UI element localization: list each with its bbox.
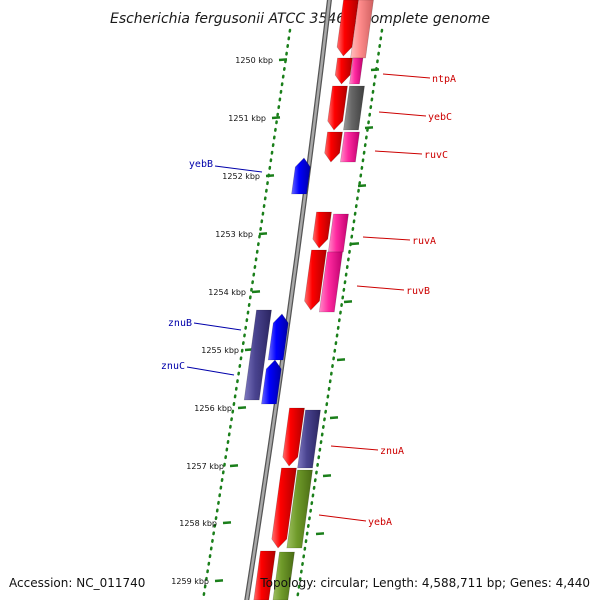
- gene-leader-line: [378, 111, 427, 117]
- cds-feature-reverse: [291, 157, 311, 195]
- cds-feature: [253, 550, 276, 600]
- category-feature: [272, 551, 295, 600]
- kbp-tick-label: 1256 kbp: [194, 404, 232, 413]
- gene-leader-line: [382, 73, 431, 79]
- kbp-tick: [229, 464, 239, 468]
- category-feature: [327, 213, 349, 253]
- map-title: Escherichia fergusonii ATCC 35469, compl…: [110, 11, 490, 27]
- kbp-tick-label: 1250 kbp: [235, 56, 273, 65]
- cds-feature: [312, 211, 332, 249]
- category-feature: [350, 0, 374, 59]
- gene-leader-line: [374, 150, 423, 155]
- backbone-line: [245, 0, 331, 600]
- cds-feature: [327, 85, 348, 131]
- cds-feature: [334, 57, 353, 85]
- topology-text: Topology: circular; Length: 4,588,711 bp…: [259, 576, 590, 590]
- outer-ring-tick: [357, 184, 367, 188]
- outer-ring-tick: [315, 532, 325, 536]
- gene-leader-line: [362, 236, 411, 241]
- kbp-tick-label: 1252 kbp: [222, 172, 260, 181]
- kbp-tick-label: 1259 kbp: [171, 577, 209, 586]
- gene-label-ruva: ruvA: [412, 236, 436, 247]
- outer-ring-tick: [350, 242, 360, 246]
- gene-label-znua: znuA: [380, 446, 404, 457]
- kbp-tick: [278, 58, 288, 62]
- kbp-tick: [258, 232, 268, 236]
- accession-text: Accession: NC_011740: [9, 576, 145, 590]
- cds-feature: [304, 249, 327, 311]
- gene-label-yeba: yebA: [368, 517, 392, 528]
- gene-leader-line: [214, 165, 263, 173]
- cds-feature: [282, 407, 305, 467]
- gene-label-znuc: znuC: [161, 361, 185, 372]
- cds-feature: [271, 467, 297, 549]
- kbp-tick: [237, 406, 247, 410]
- gene-label-ntpa: ntpA: [432, 74, 456, 85]
- kbp-tick: [214, 579, 224, 583]
- category-feature: [349, 57, 364, 85]
- gene-label-znub: znuB: [168, 318, 192, 329]
- gene-leader-line: [318, 514, 367, 522]
- category-feature: [318, 251, 343, 313]
- cds-feature-reverse: [261, 359, 282, 405]
- cds-feature-reverse: [267, 313, 289, 361]
- category-feature: [343, 85, 365, 131]
- outer-ring-tick: [329, 416, 339, 420]
- gene-label-yebc: yebC: [428, 112, 452, 123]
- gene-label-yebb: yebB: [189, 159, 213, 170]
- category-feature: [286, 469, 313, 549]
- kbp-tick: [222, 521, 232, 525]
- outer-ring-tick: [364, 126, 374, 130]
- genome-backbone: [244, 0, 332, 600]
- outer-ring-tick: [370, 68, 380, 72]
- category-feature: [340, 131, 360, 163]
- gene-leader-line: [330, 445, 379, 451]
- kbp-ruler: 1250 kbp 1251 kbp 1252 kbp 1253 kbp 1254 kbp…: [171, 28, 384, 600]
- gene-leader-line: [186, 366, 235, 376]
- kbp-tick-label: 1258 kbp: [179, 519, 217, 528]
- outer-ring-tick: [322, 474, 332, 478]
- gene-leader-line: [356, 285, 405, 291]
- gene-features: [243, 0, 374, 600]
- gene-labels: ntpA yebC ruvC yebB ruvA ruvB znuB znuC znuA yebA: [161, 73, 456, 528]
- kbp-tick: [265, 174, 275, 178]
- kbp-tick: [271, 116, 281, 120]
- outer-ring-tick: [343, 300, 353, 304]
- cds-feature: [324, 131, 343, 163]
- category-feature: [243, 309, 272, 401]
- gene-leader-line: [193, 322, 242, 331]
- kbp-tick-label: 1254 kbp: [208, 288, 246, 297]
- kbp-tick-label: 1257 kbp: [186, 462, 224, 471]
- cds-feature: [336, 0, 359, 57]
- gene-label-ruvb: ruvB: [406, 286, 430, 297]
- outer-ring-tick: [336, 358, 346, 362]
- gene-label-ruvc: ruvC: [424, 150, 448, 161]
- kbp-tick-label: 1253 kbp: [215, 230, 253, 239]
- kbp-tick: [251, 290, 261, 294]
- kbp-tick-label: 1255 kbp: [201, 346, 239, 355]
- kbp-tick-label: 1251 kbp: [228, 114, 266, 123]
- category-feature: [297, 409, 321, 469]
